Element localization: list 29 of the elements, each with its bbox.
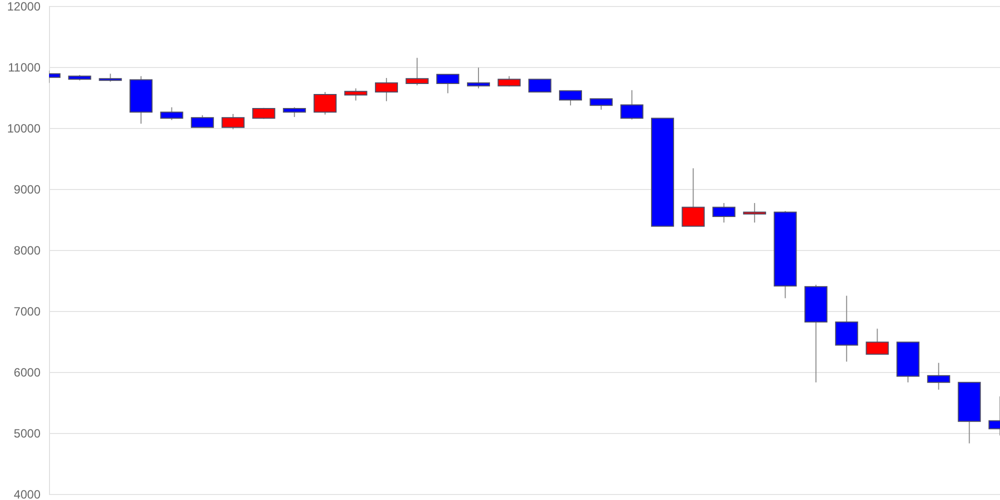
candlestick: [160, 106, 184, 121]
candlestick: [466, 67, 490, 89]
candlestick: [927, 362, 950, 390]
candlestick: [743, 202, 766, 224]
y-tick-label: 8000: [14, 244, 41, 258]
candlestick: [282, 106, 306, 118]
candlestick: [559, 90, 582, 106]
candlestick: [374, 77, 398, 102]
candlestick: [436, 74, 460, 94]
candlestick: [835, 295, 858, 362]
candlestick: [620, 90, 644, 120]
candlestick: [712, 202, 736, 224]
y-tick-label: 7000: [14, 304, 41, 318]
candlestick: [528, 78, 552, 93]
candlestick: [222, 113, 245, 130]
candlestick: [314, 92, 337, 116]
y-tick-label: 12000: [7, 0, 41, 14]
candlestick: [190, 114, 214, 128]
y-tick-label: 6000: [14, 366, 41, 380]
candlestick: [682, 168, 705, 227]
y-tick-label: 10000: [7, 122, 41, 136]
candlestick: [866, 328, 889, 355]
y-tick-label: 9000: [14, 182, 41, 196]
y-tick-label: 5000: [14, 426, 41, 440]
candlestick: [406, 57, 429, 86]
y-tick-label: 4000: [14, 488, 41, 500]
y-tick-label: 11000: [8, 60, 41, 74]
candlestick: [590, 98, 613, 110]
candlestick: [344, 88, 368, 102]
